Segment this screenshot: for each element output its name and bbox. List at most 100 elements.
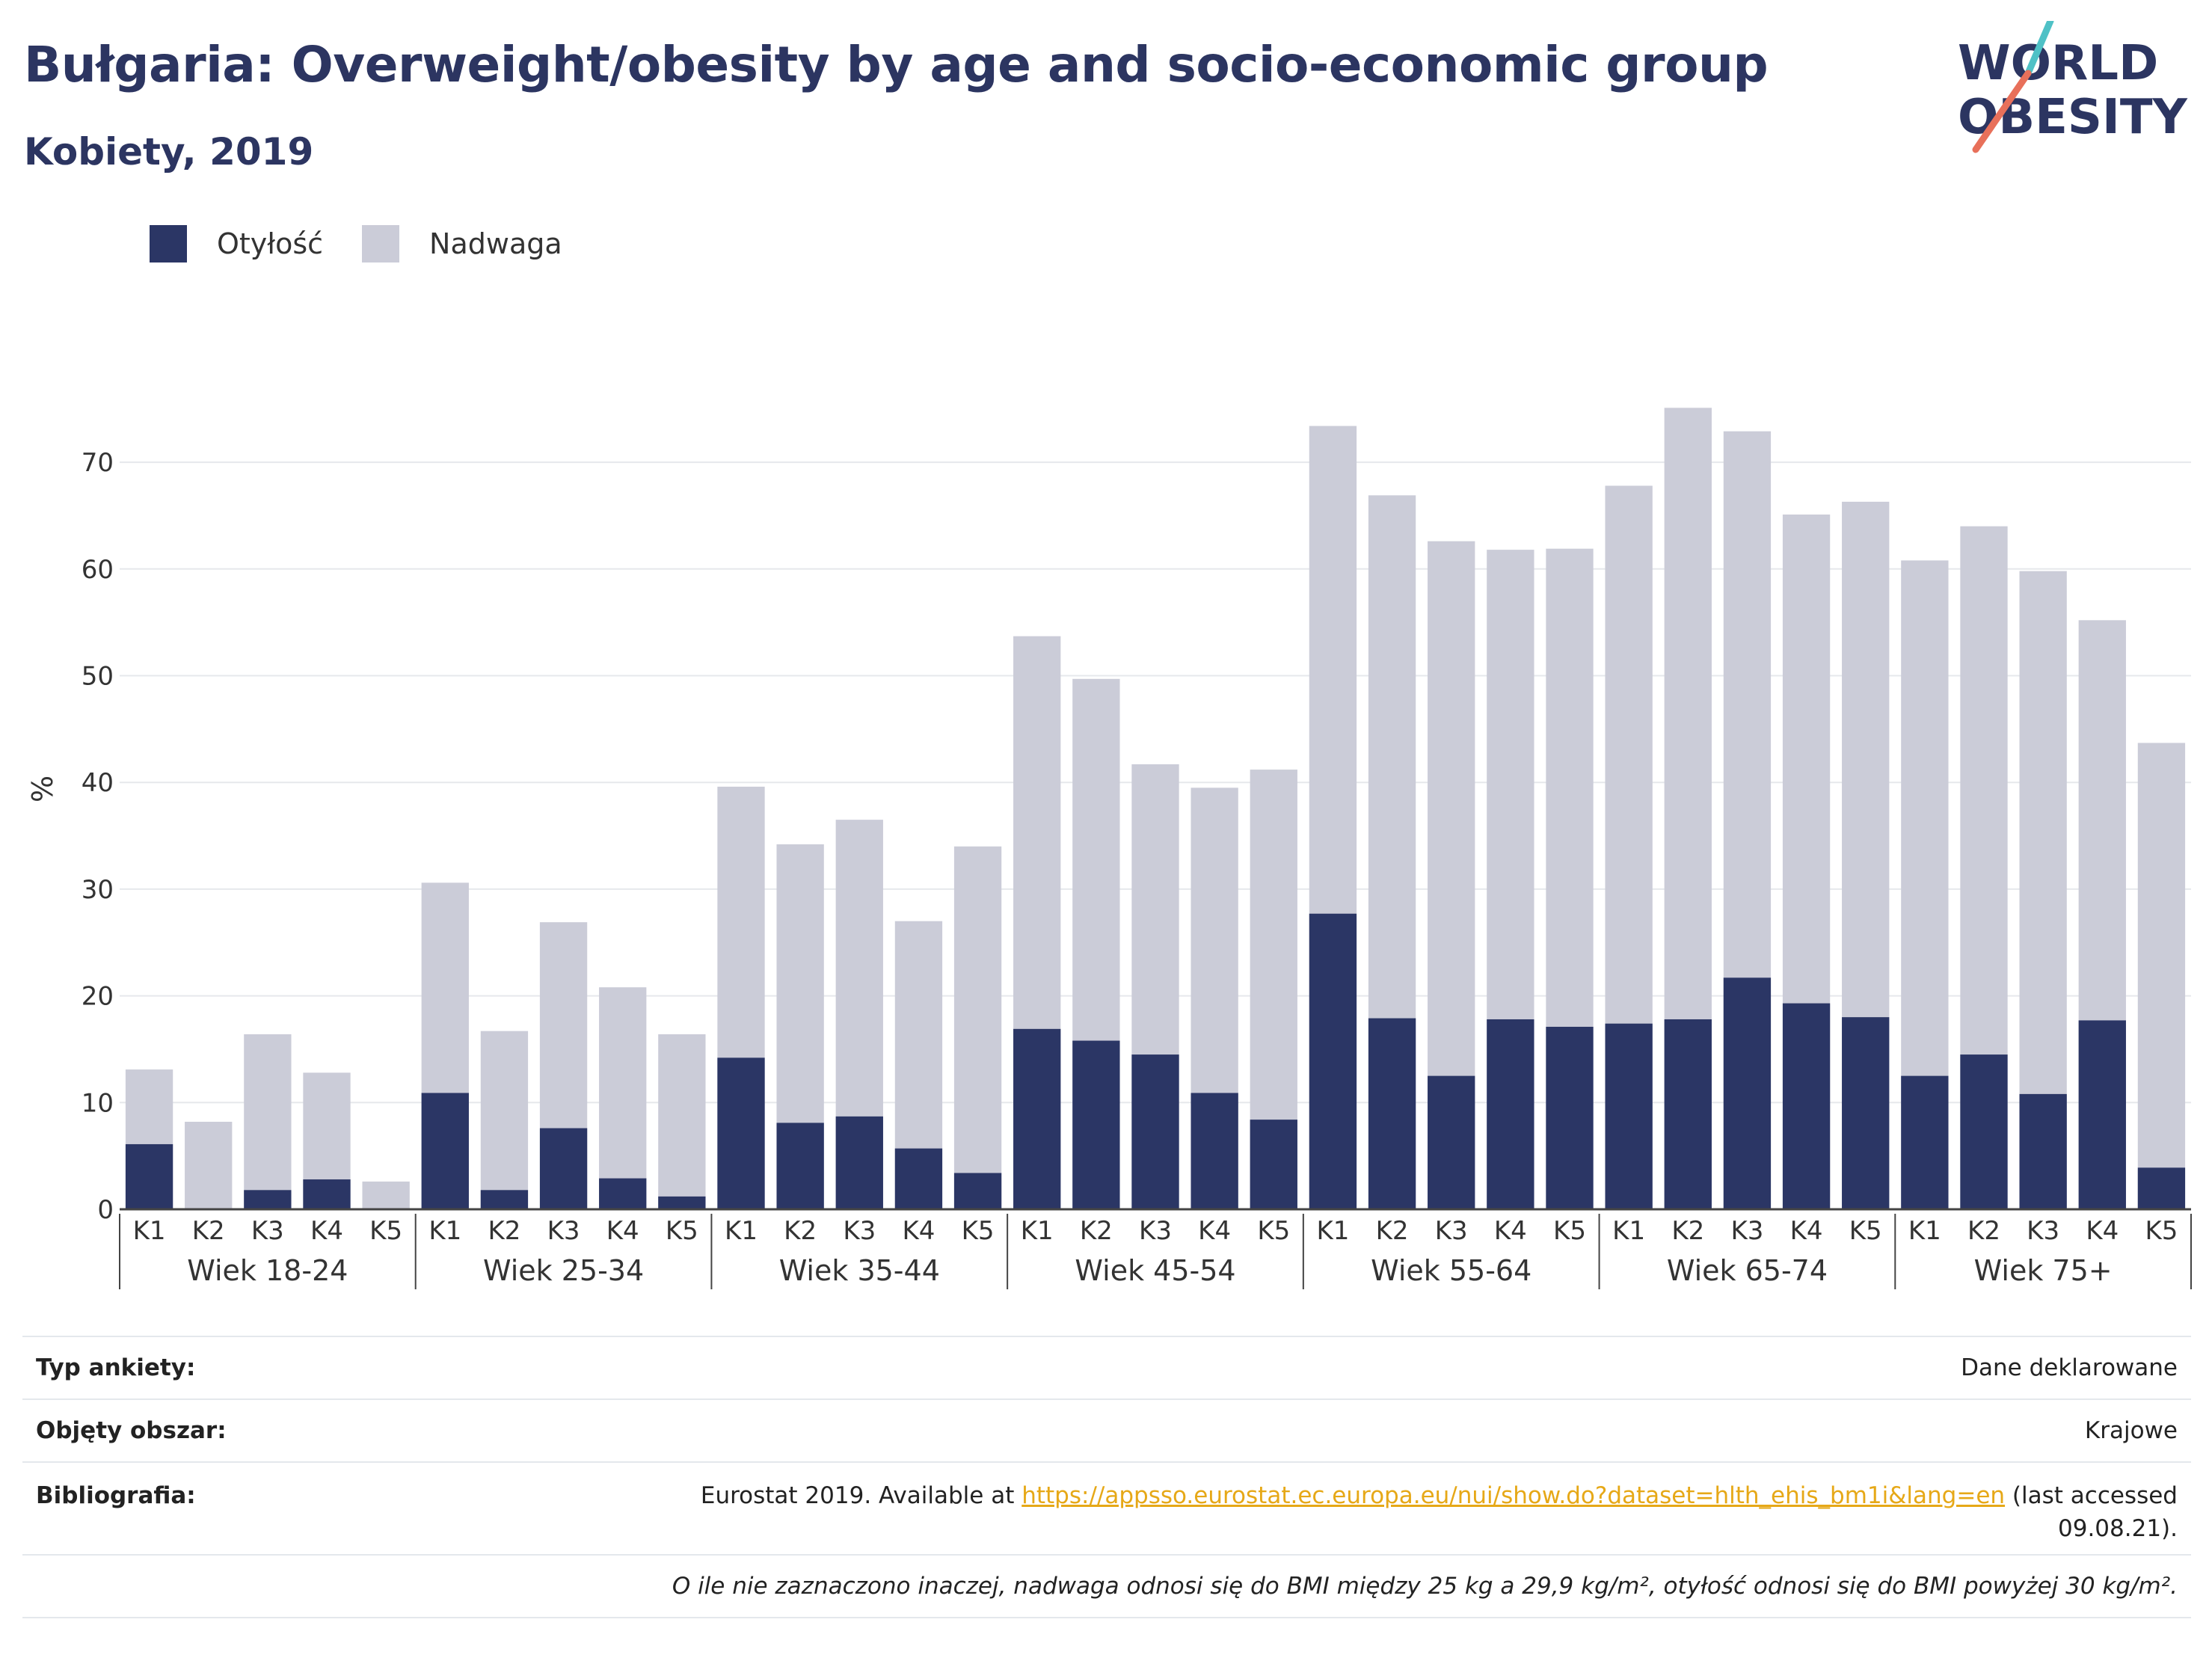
bar-obesity <box>1782 1003 1831 1209</box>
x-tick-label: K1 <box>725 1216 758 1246</box>
chart-subtitle: Kobiety, 2019 <box>24 130 314 174</box>
info-row-area: Objęty obszar: Krajowe <box>22 1398 2191 1462</box>
bar-overweight <box>185 1121 233 1209</box>
logo-slash-top <box>2024 21 2054 77</box>
bar-obesity <box>1960 1054 2008 1209</box>
info-row-bibliography: Bibliografia: Eurostat 2019. Available a… <box>22 1461 2191 1555</box>
x-tick-label: K4 <box>1198 1216 1231 1246</box>
bar-overweight <box>480 1031 529 1209</box>
legend-item-overweight[interactable]: Nadwaga <box>362 225 562 262</box>
x-tick-label: K1 <box>1612 1216 1645 1246</box>
definition-note: O ile nie zaznaczono inaczej, nadwaga od… <box>22 1554 2191 1618</box>
bar-obesity <box>1191 1093 1238 1209</box>
x-tick-label: K4 <box>2086 1216 2119 1246</box>
legend-label-obesity: Otyłość <box>217 227 324 260</box>
bar-obesity <box>421 1093 469 1209</box>
y-tick-label: 10 <box>82 1088 114 1118</box>
x-tick-label: K3 <box>843 1216 876 1246</box>
bar-obesity <box>835 1116 883 1209</box>
y-tick-label: 0 <box>97 1195 114 1225</box>
x-tick-label: K2 <box>784 1216 817 1246</box>
bar-overweight <box>658 1034 706 1209</box>
x-tick-label: K5 <box>1849 1216 1882 1246</box>
x-tick-label: K4 <box>1790 1216 1823 1246</box>
x-tick-label: K4 <box>1494 1216 1527 1246</box>
x-group-label: Wiek 45-54 <box>1075 1254 1235 1287</box>
x-tick-label: K4 <box>310 1216 343 1246</box>
bar-overweight <box>362 1181 410 1209</box>
info-row-note: O ile nie zaznaczono inaczej, nadwaga od… <box>22 1554 2191 1618</box>
bibliography-prefix: Eurostat 2019. Available at <box>700 1482 1022 1509</box>
x-tick-label: K4 <box>902 1216 935 1246</box>
x-tick-label: K2 <box>1080 1216 1113 1246</box>
bar-obesity <box>2019 1093 2067 1209</box>
x-tick-label: K2 <box>1376 1216 1409 1246</box>
x-tick-label: K2 <box>488 1216 520 1246</box>
bar-obesity <box>1309 913 1357 1209</box>
bar-overweight <box>599 987 647 1209</box>
y-tick-label: 50 <box>82 662 114 692</box>
bar-obesity <box>1664 1019 1712 1209</box>
bibliography-label: Bibliografia: <box>22 1461 348 1555</box>
bar-overweight <box>244 1034 292 1209</box>
bar-overweight <box>2137 743 2186 1209</box>
bar-obesity <box>539 1128 588 1209</box>
bar-obesity <box>953 1173 1002 1209</box>
y-tick-label: 40 <box>82 768 114 798</box>
x-tick-label: K3 <box>1435 1216 1468 1246</box>
bar-obesity <box>1131 1054 1179 1209</box>
x-tick-label: K3 <box>1139 1216 1172 1246</box>
info-row-survey-type: Typ ankiety: Dane deklarowane <box>22 1336 2191 1399</box>
legend-item-obesity[interactable]: Otyłość <box>150 225 323 262</box>
bar-obesity <box>1072 1040 1120 1209</box>
x-tick-label: K5 <box>2145 1216 2178 1246</box>
x-group-label: Wiek 25-34 <box>483 1254 644 1287</box>
bar-obesity <box>125 1143 173 1209</box>
bar-obesity <box>1842 1017 1890 1209</box>
bar-obesity <box>1901 1075 1949 1209</box>
logo-slash-bottom <box>1972 70 2032 153</box>
x-tick-label: K5 <box>666 1216 698 1246</box>
bibliography-link[interactable]: https://appsso.eurostat.ec.europa.eu/nui… <box>1021 1482 2006 1509</box>
bar-obesity <box>1723 977 1772 1209</box>
bar-obesity <box>658 1196 706 1209</box>
area-label: Objęty obszar: <box>22 1398 348 1462</box>
bar-obesity <box>599 1178 647 1209</box>
x-tick-label: K5 <box>369 1216 402 1246</box>
x-group-label: Wiek 65-74 <box>1667 1254 1828 1287</box>
bar-chart: 0 10 20 30 40 50 60 70% K1 K2 K3 K4 K5 K1 K2 K3 K4 K5 K1 K2… <box>26 408 2192 1289</box>
x-tick-label: K1 <box>1316 1216 1349 1246</box>
bibliography-value: Eurostat 2019. Available at https://apps… <box>348 1461 2191 1555</box>
x-tick-label: K1 <box>428 1216 461 1246</box>
x-tick-label: K3 <box>2027 1216 2059 1246</box>
survey-type-value: Dane deklarowane <box>348 1336 2191 1399</box>
x-tick-label: K3 <box>251 1216 284 1246</box>
x-tick-label: K2 <box>1967 1216 2000 1246</box>
x-tick-label: K1 <box>1021 1216 1054 1246</box>
logo-text-world: WORLD <box>1958 36 2158 91</box>
bar-obesity <box>1250 1120 1297 1209</box>
x-group-label: Wiek 55-64 <box>1371 1254 1531 1287</box>
bar-obesity <box>244 1190 292 1209</box>
info-table: Typ ankiety: Dane deklarowane Objęty obs… <box>22 1336 2191 1618</box>
chart-title: Bułgaria: Overweight/obesity by age and … <box>24 36 1769 93</box>
y-tick-label: 60 <box>82 555 114 585</box>
x-tick-label: K2 <box>192 1216 225 1246</box>
x-group-label: Wiek 35-44 <box>779 1254 940 1287</box>
area-value: Krajowe <box>348 1398 2191 1462</box>
bar-obesity <box>480 1190 529 1209</box>
x-tick-label: K2 <box>1671 1216 1704 1246</box>
bar-obesity <box>2137 1167 2186 1209</box>
x-tick-label: K5 <box>1257 1216 1290 1246</box>
bar-obesity <box>2078 1020 2126 1209</box>
y-tick-label: 70 <box>82 448 114 478</box>
bar-obesity <box>1428 1075 1475 1209</box>
y-axis-title: % <box>26 776 59 802</box>
x-tick-label: K5 <box>962 1216 995 1246</box>
bar-obesity <box>1013 1028 1061 1209</box>
x-tick-label: K1 <box>1908 1216 1941 1246</box>
bibliography-suffix: (last accessed <box>2005 1482 2178 1509</box>
legend-swatch-obesity <box>150 225 187 262</box>
bar-obesity <box>776 1123 824 1209</box>
x-group-label: Wiek 18-24 <box>187 1254 348 1287</box>
